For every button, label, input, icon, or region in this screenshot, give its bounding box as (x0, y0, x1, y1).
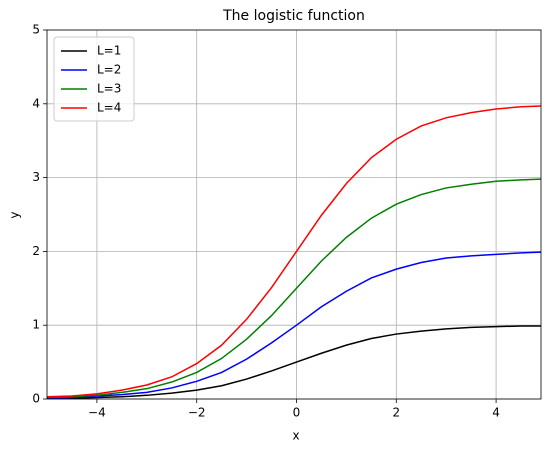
x-tick-label: 0 (293, 406, 301, 420)
legend-label: L=2 (97, 63, 121, 77)
legend-label: L=4 (97, 101, 121, 115)
legend-label: L=1 (97, 44, 121, 58)
series-line (46, 178, 542, 399)
x-tick-label: 2 (392, 406, 400, 420)
y-tick-label: 0 (32, 392, 40, 406)
y-axis-label: y (8, 211, 22, 218)
series-line (46, 105, 542, 398)
y-tick-label: 1 (32, 318, 40, 332)
x-tick-label: 4 (492, 406, 500, 420)
series-line (46, 251, 542, 400)
y-tick-label: 3 (32, 170, 40, 184)
legend-box (53, 36, 135, 122)
x-axis-label: x (292, 429, 299, 443)
x-tick-label: −2 (188, 406, 206, 420)
chart-title: The logistic function (222, 8, 365, 24)
plot-frame (46, 29, 542, 400)
x-tick-label: −4 (88, 406, 106, 420)
series-line (47, 325, 541, 400)
y-tick-label: 5 (32, 23, 40, 37)
y-tick-label: 4 (32, 96, 40, 110)
y-tick-label: 2 (32, 244, 40, 258)
legend-label: L=3 (97, 82, 121, 96)
